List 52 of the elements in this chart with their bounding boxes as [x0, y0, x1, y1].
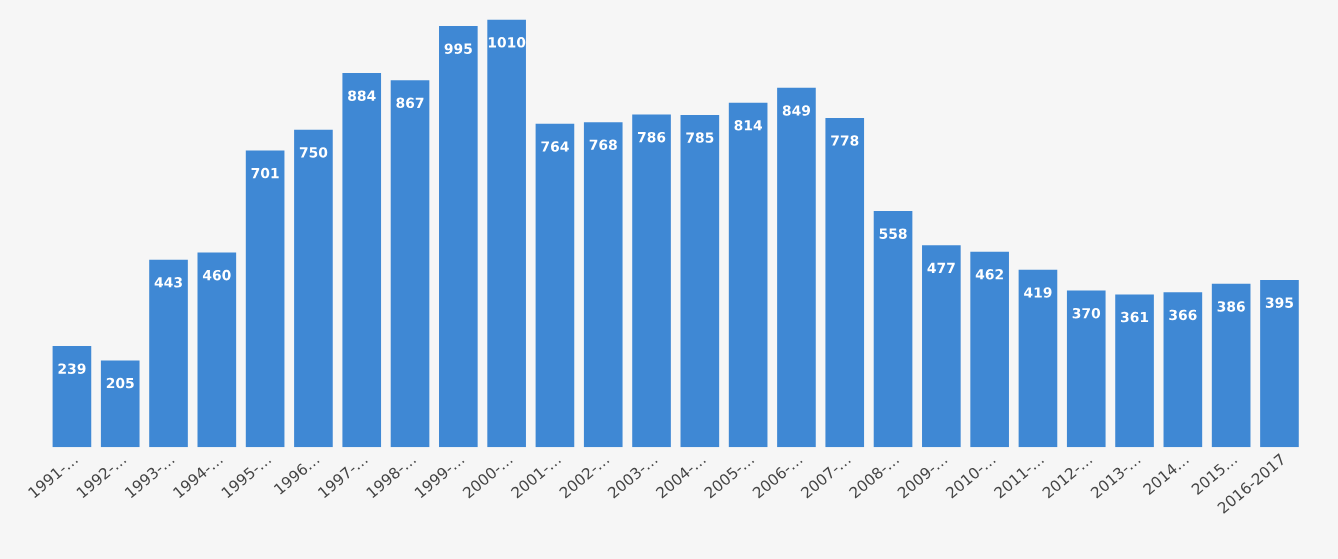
data-label: 995 [444, 43, 472, 54]
data-label: 460 [202, 269, 231, 281]
bar [873, 211, 913, 448]
bar [1115, 294, 1154, 448]
bar [342, 73, 382, 448]
data-label: 814 [734, 120, 762, 131]
data-label: 786 [637, 131, 666, 143]
bar [1260, 280, 1299, 448]
bar [1163, 292, 1203, 448]
bar [1018, 269, 1058, 448]
data-label: 1010 [488, 37, 526, 48]
bar [390, 80, 430, 448]
data-label: 419 [1024, 287, 1052, 298]
data-label: 443 [154, 277, 182, 288]
bar [294, 129, 333, 448]
data-label: 884 [348, 90, 376, 101]
bar [100, 360, 140, 448]
data-label: 477 [927, 262, 955, 273]
data-label: 361 [1120, 311, 1149, 323]
data-label: 462 [975, 269, 1003, 280]
bar [439, 26, 478, 448]
bar [922, 245, 961, 448]
data-label: 395 [1265, 297, 1293, 308]
data-label: 239 [58, 363, 86, 374]
bar [1211, 283, 1251, 448]
bar [777, 87, 816, 448]
bar [583, 122, 623, 448]
bar [728, 102, 768, 448]
bar [680, 114, 720, 448]
bar [245, 150, 285, 448]
data-label: 750 [299, 147, 328, 158]
bar [632, 114, 671, 448]
bar [52, 346, 92, 448]
data-label: 558 [879, 228, 907, 239]
data-label: 386 [1217, 301, 1245, 312]
bar [487, 19, 526, 448]
bar [535, 123, 575, 448]
data-label: 867 [396, 97, 424, 109]
data-label: 764 [541, 141, 569, 152]
data-label: 778 [831, 135, 859, 146]
data-label: 849 [782, 105, 811, 116]
data-label: 205 [106, 377, 134, 389]
data-label: 370 [1072, 307, 1101, 319]
data-label: 768 [589, 139, 617, 151]
bar [149, 259, 188, 448]
data-label: 366 [1169, 309, 1197, 321]
bar [970, 251, 1009, 448]
data-label: 785 [686, 132, 714, 143]
bar [1066, 290, 1106, 448]
data-label: 701 [251, 167, 279, 179]
bar [825, 117, 865, 448]
bar [197, 252, 237, 448]
